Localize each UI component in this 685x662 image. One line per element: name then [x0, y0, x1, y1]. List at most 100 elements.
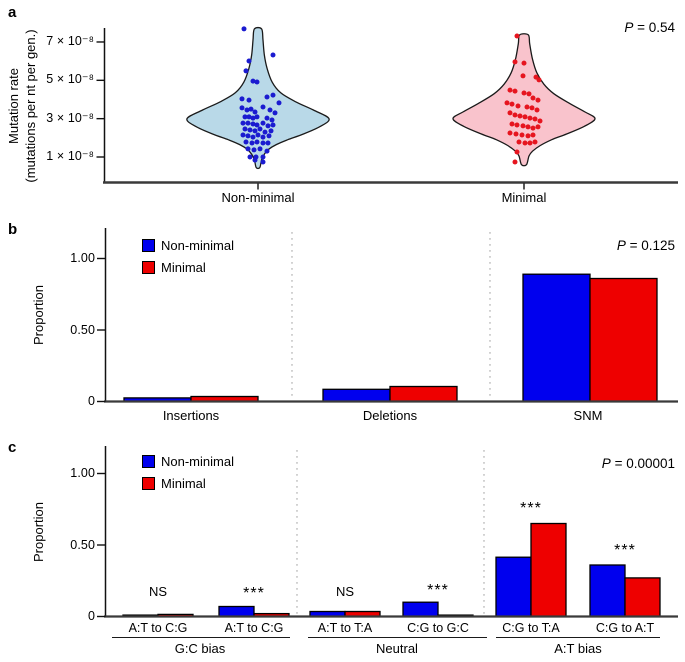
data-point-non-minimal [246, 58, 252, 64]
sig-label-pair3: NS [335, 584, 355, 599]
legend-swatch-minimal [142, 261, 155, 274]
panel-a-ytick-5e-8: 5 × 10⁻⁸ [46, 72, 94, 86]
data-point-non-minimal [247, 127, 253, 133]
data-point-non-minimal [260, 134, 266, 140]
data-point-non-minimal [269, 117, 275, 123]
data-point-minimal [513, 131, 519, 137]
panel-b-ytick-05: 0.50 [70, 323, 95, 337]
panel-c-ytick-05: 0.50 [70, 538, 95, 552]
data-point-non-minimal [260, 140, 266, 146]
data-point-minimal [536, 77, 542, 83]
panel-c-y-axis-title: Proportion [31, 472, 47, 592]
data-point-minimal [516, 139, 522, 145]
data-point-non-minimal [252, 157, 258, 163]
data-point-minimal [537, 118, 543, 124]
data-point-non-minimal [260, 159, 266, 165]
data-point-minimal [507, 110, 513, 116]
data-point-non-minimal [260, 154, 266, 160]
panel-b-ytick-1: 1.00 [70, 251, 95, 265]
group-underline-neutral [308, 637, 487, 638]
data-point-non-minimal [260, 120, 266, 126]
data-point-non-minimal [270, 52, 276, 58]
panel-c-ytick-1: 1.00 [70, 466, 95, 480]
panel-a-ytick-1e-8: 1 × 10⁻⁸ [46, 149, 94, 163]
panel-b-ytick-0: 0 [87, 394, 95, 408]
sig-label-pair4: *** [427, 582, 449, 599]
sig-label-pair1: NS [148, 584, 168, 599]
legend-label-non-minimal: Non-minimal [161, 454, 234, 469]
panel-c-bar-non-minimal-c-g-to-t-a [495, 556, 532, 618]
data-point-non-minimal [255, 132, 261, 138]
data-point-non-minimal [247, 154, 253, 160]
data-point-non-minimal [240, 120, 246, 126]
data-point-non-minimal [241, 26, 247, 32]
data-point-non-minimal [276, 100, 282, 106]
p-symbol: P [616, 238, 626, 253]
group-underline-at-bias [496, 637, 660, 638]
data-point-minimal [512, 112, 518, 118]
legend-swatch-non-minimal [142, 239, 155, 252]
p-value-text: = 0.125 [625, 238, 675, 253]
panel-a-letter: a [8, 4, 17, 21]
data-point-minimal [512, 88, 518, 94]
data-point-minimal [530, 95, 536, 101]
data-point-non-minimal [257, 146, 263, 152]
data-point-non-minimal [270, 92, 276, 98]
data-point-minimal [509, 121, 515, 127]
data-point-minimal [521, 90, 527, 96]
sig-label-pair5: *** [520, 500, 542, 517]
data-point-non-minimal [239, 105, 245, 111]
panel-b-bar-non-minimal-deletions [322, 388, 391, 403]
panel-b-bar-minimal-deletions [389, 385, 458, 403]
data-point-minimal [534, 107, 540, 113]
data-point-minimal [515, 103, 521, 109]
data-point-non-minimal [254, 139, 260, 145]
data-point-minimal [535, 124, 541, 130]
data-point-non-minimal [250, 121, 256, 127]
p-value-text: = 0.00001 [610, 456, 675, 471]
data-point-minimal [521, 60, 527, 66]
data-point-minimal [532, 139, 538, 145]
data-point-non-minimal [246, 97, 252, 103]
data-point-minimal [512, 159, 518, 165]
sig-label-pair6: *** [614, 542, 636, 559]
sig-label-pair2: *** [243, 585, 265, 602]
panel-a-category-non-minimal: Non-minimal [221, 190, 295, 205]
data-point-non-minimal [245, 146, 251, 152]
data-point-non-minimal [244, 107, 250, 113]
data-point-non-minimal [257, 126, 263, 132]
data-point-minimal [512, 59, 518, 65]
panel-b-category-snm: SNM [573, 408, 603, 423]
panel-c-category-2: A:T to C:G [224, 621, 284, 635]
data-point-minimal [514, 33, 520, 39]
data-point-non-minimal [264, 94, 270, 100]
data-point-non-minimal [272, 110, 278, 116]
legend-label-non-minimal: Non-minimal [161, 238, 234, 253]
group-label-at-bias: A:T bias [554, 641, 602, 656]
data-point-non-minimal [264, 148, 270, 154]
data-point-minimal [509, 101, 515, 107]
panel-c-bar-minimal-c-g-to-t-a [530, 522, 567, 618]
data-point-non-minimal [252, 109, 258, 115]
group-label-neutral: Neutral [376, 641, 418, 656]
data-point-minimal [530, 125, 536, 131]
data-point-non-minimal [242, 114, 248, 120]
data-point-minimal [507, 87, 513, 93]
data-point-non-minimal [265, 123, 271, 129]
data-point-minimal [522, 140, 528, 146]
data-point-non-minimal [250, 115, 256, 121]
panel-b-bar-non-minimal-snm [522, 273, 591, 403]
data-point-minimal [527, 140, 533, 146]
data-point-minimal [526, 91, 532, 97]
data-point-non-minimal [254, 122, 260, 128]
data-point-minimal [514, 122, 520, 128]
panel-a-y-axis-title-line1: Mutation rate [6, 68, 21, 144]
data-point-non-minimal [252, 128, 258, 134]
panel-c-bar-minimal-c-g-to-a-t [624, 577, 661, 618]
data-point-non-minimal [265, 140, 271, 146]
data-point-non-minimal [242, 126, 248, 132]
data-point-minimal [517, 113, 523, 119]
panel-c-category-3: A:T to T:A [317, 621, 373, 635]
